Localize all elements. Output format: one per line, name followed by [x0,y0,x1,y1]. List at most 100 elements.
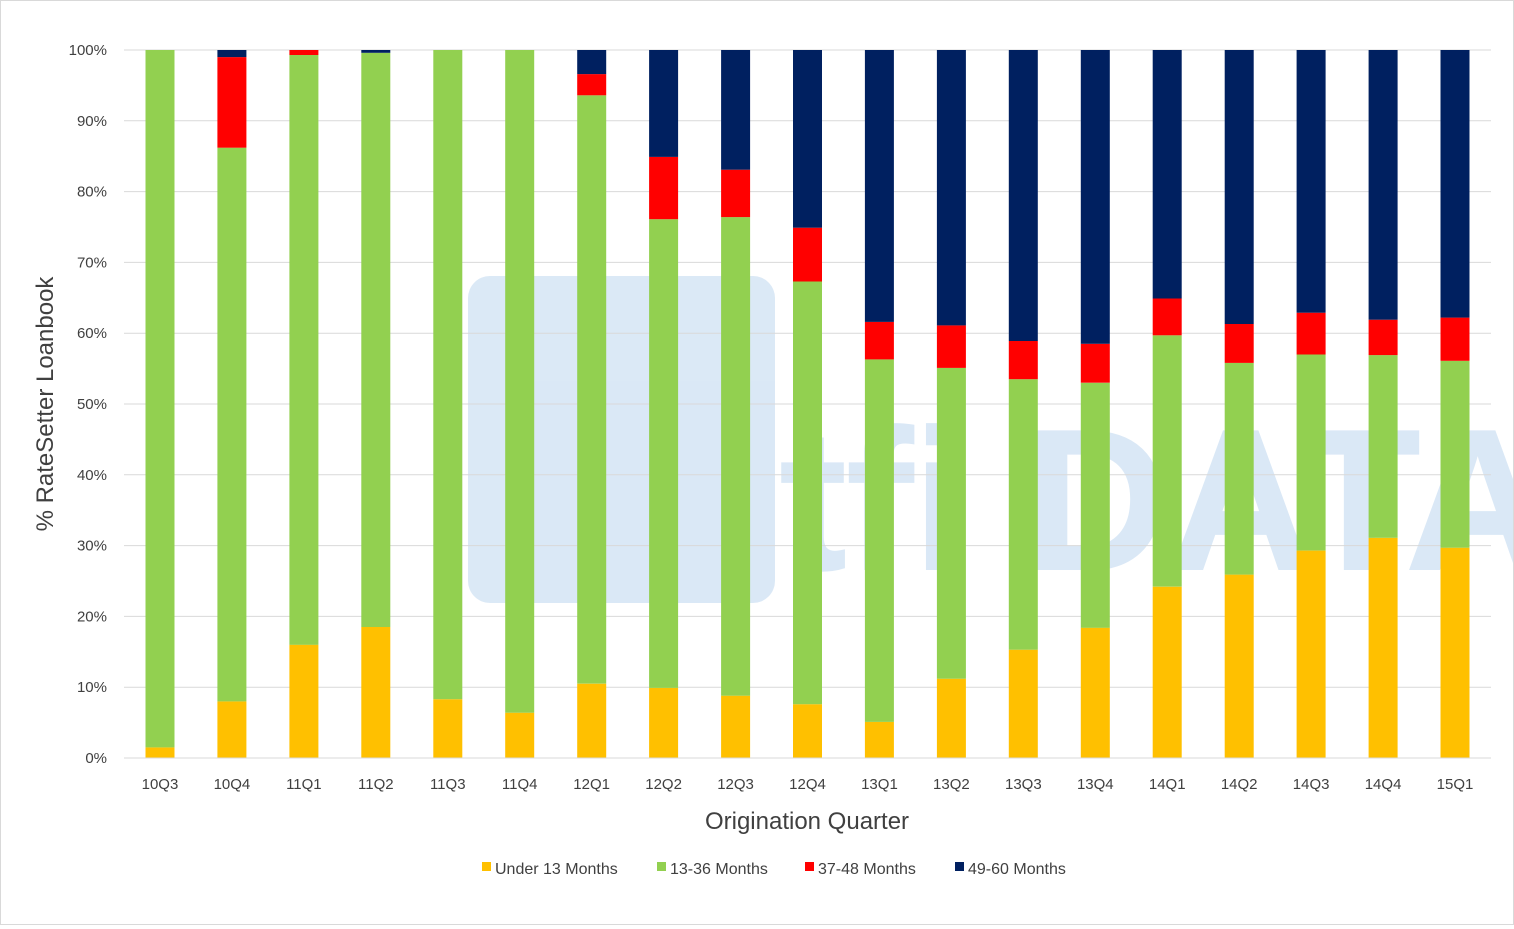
bar-segment [1008,649,1038,758]
x-tick-label: 13Q2 [933,776,970,793]
x-tick-label: 12Q3 [717,776,754,793]
x-tick-label: 14Q4 [1365,776,1402,793]
bar-segment [1152,335,1182,587]
x-tick-label: 13Q1 [861,776,898,793]
x-tick-label: 13Q3 [1005,776,1042,793]
bar-segment [433,50,463,700]
watermark-badge [468,276,775,603]
bar-segment [289,55,319,645]
x-tick-label: 11Q4 [502,776,538,793]
bar-segment [1296,50,1326,313]
bar-segment [1440,50,1470,318]
bar-segment [577,95,607,684]
bar-segment [361,50,391,53]
bar-segment [1296,354,1326,551]
legend-swatch [482,862,491,871]
bar-segment [289,644,319,758]
legend-swatch [955,862,964,871]
x-tick-label: 11Q1 [286,776,322,793]
bar-segment [1008,341,1038,380]
y-tick-label: 70% [77,254,107,271]
bar-segment [936,678,966,758]
bar-segment [1368,537,1398,758]
x-tick-label: 14Q1 [1149,776,1186,793]
bar-segment [1368,355,1398,538]
y-axis-title: % RateSetter Loanbook [32,276,59,532]
x-axis-title: Origination Quarter [705,808,909,835]
bar-segment [936,367,966,679]
bar-segment [1152,298,1182,336]
bar-segment [864,50,894,322]
bar-segment [217,701,247,758]
legend-swatch [657,862,666,871]
x-tick-label: 14Q2 [1221,776,1258,793]
bar-segment [1440,360,1470,548]
bar-segment [721,217,751,696]
x-axis-ticks: 10Q3 10Q4 11Q1 11Q2 11Q3 11Q4 12Q1 12Q2 12Q3 12Q4… [142,776,1474,793]
x-tick-label: 11Q3 [430,776,466,793]
y-tick-label: 30% [77,538,107,555]
bar-segment [361,52,391,628]
bar-segment [1008,379,1038,650]
x-tick-label: 14Q3 [1293,776,1330,793]
x-tick-label: 11Q2 [358,776,394,793]
x-tick-label: 12Q4 [789,776,826,793]
y-tick-label: 60% [77,325,107,342]
bar-segment [577,683,607,758]
bar-segment [505,712,535,758]
bar-segment [577,74,607,96]
bar-segment [793,227,822,282]
bar-segment [1224,50,1254,324]
bar-segment [1440,547,1470,758]
bar-segment [649,687,679,758]
bar-segment [145,50,175,748]
x-tick-label: 15Q1 [1437,776,1474,793]
x-tick-label: 10Q4 [214,776,251,793]
y-tick-label: 50% [77,396,107,413]
bar-segment [721,169,751,218]
bar-segment [289,50,319,55]
bar-segment [1440,317,1470,361]
bar-segment [936,325,966,368]
bar-segment [1080,382,1110,628]
bars [124,50,1491,759]
legend-label: 37-48 Months [818,861,916,878]
bar-segment [649,156,679,220]
bar-segment [1152,50,1182,299]
legend-label: Under 13 Months [495,861,618,878]
watermark-text: altfi DATA [613,389,1513,612]
bar-segment [864,321,894,360]
y-tick-label: 80% [77,184,107,201]
bar-segment [1080,627,1110,758]
bar-segment [433,699,463,758]
bar-segment [721,50,751,170]
x-tick-label: 12Q2 [645,776,682,793]
y-tick-label: 0% [85,750,107,767]
bar-segment [793,281,822,705]
bar-segment [505,50,535,713]
bar-segment [145,747,175,758]
bar-segment [649,50,679,157]
legend-swatch [805,862,814,871]
bar-segment [1008,50,1038,341]
bar-segment [217,57,247,148]
legend-label: 13-36 Months [670,861,768,878]
bar-segment [793,50,822,228]
x-tick-label: 12Q1 [573,776,610,793]
legend: Under 13 Months 13-36 Months 37-48 Months 4… [482,861,1066,878]
bar-segment [1224,324,1254,363]
bar-segment [577,50,607,75]
bar-segment [721,695,751,758]
bar-segment [1224,574,1254,758]
bar-segment [361,627,391,758]
bar-segment [649,219,679,688]
bar-segment [793,704,822,758]
x-tick-label: 13Q4 [1077,776,1114,793]
watermark-logo: altfi DATA [468,276,1514,613]
bar-segment [1368,50,1398,320]
bar-segment [936,50,966,326]
bar-segment [217,147,247,702]
bar-segment [1224,362,1254,575]
